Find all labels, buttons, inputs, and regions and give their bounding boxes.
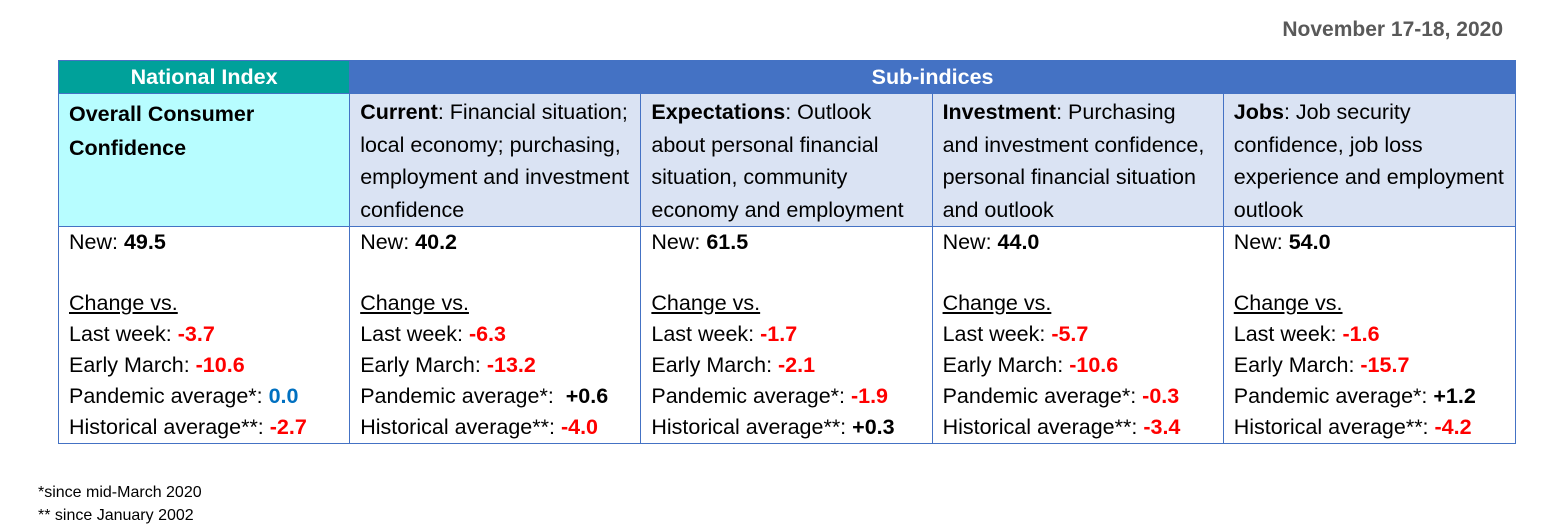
expectations-description: Expectations: Outlook about personal fin…: [640, 93, 933, 227]
description-row: Overall Consumer Confidence Current: Fin…: [57, 93, 1517, 227]
new-label: New:: [360, 230, 416, 254]
early-march-value: -13.2: [486, 353, 536, 377]
early-march-label: Early March:: [360, 353, 487, 377]
last-week-value: -6.3: [468, 322, 506, 346]
current-values: New: 40.2 Change vs. Last week: -6.3 Ear…: [349, 226, 642, 444]
column-title: Overall Consumer Confidence: [69, 102, 255, 160]
last-week-value: -1.7: [760, 322, 798, 346]
new-value: 49.5: [123, 230, 166, 254]
historical-value: -2.7: [269, 415, 307, 439]
last-week-value: -1.6: [1342, 322, 1380, 346]
column-desc: : Purchasing and investment confidence, …: [942, 100, 1205, 222]
new-value: 44.0: [997, 230, 1040, 254]
early-march-value: -2.1: [778, 353, 816, 377]
column-desc: : Job security confidence, job loss expe…: [1233, 100, 1504, 222]
pandemic-label: Pandemic average*:: [1233, 384, 1434, 408]
pandemic-label: Pandemic average*:: [69, 384, 269, 408]
column-desc: : Financial situation; local economy; pu…: [360, 100, 630, 222]
change-label: Change vs.: [1233, 291, 1343, 315]
last-week-label: Last week:: [360, 322, 469, 346]
change-label: Change vs.: [69, 291, 178, 315]
historical-value: +0.3: [852, 415, 895, 439]
last-week-label: Last week:: [942, 322, 1052, 346]
early-march-label: Early March:: [69, 353, 196, 377]
new-value: 61.5: [706, 230, 749, 254]
early-march-label: Early March:: [942, 353, 1070, 377]
historical-label: Historical average**:: [1233, 415, 1435, 439]
pandemic-value: -0.3: [1142, 384, 1180, 408]
historical-value: -4.0: [560, 415, 599, 439]
pandemic-label: Pandemic average*:: [942, 384, 1143, 408]
change-label: Change vs.: [360, 291, 469, 315]
pandemic-value: +1.2: [1433, 384, 1476, 408]
column-title: Investment: [942, 100, 1057, 124]
overall-description: Overall Consumer Confidence: [57, 93, 351, 227]
change-label: Change vs.: [942, 291, 1052, 315]
footnote-pandemic: *since mid-March 2020: [38, 484, 202, 501]
early-march-label: Early March:: [1233, 353, 1361, 377]
column-title: Expectations: [651, 100, 786, 124]
new-label: New:: [942, 230, 998, 254]
header-row: National Index Sub-indices: [57, 60, 1516, 94]
pandemic-value: 0.0: [268, 384, 299, 408]
pandemic-label: Pandemic average*:: [651, 384, 851, 408]
column-desc: : Outlook about personal financial situa…: [651, 100, 904, 222]
new-label: New:: [69, 230, 124, 254]
historical-label: Historical average**:: [651, 415, 853, 439]
investment-description: Investment: Purchasing and investment co…: [931, 93, 1224, 227]
historical-label: Historical average**:: [942, 415, 1144, 439]
national-index-header: National Index: [57, 60, 351, 94]
overall-values: New: 49.5 Change vs. Last week: -3.7 Ear…: [57, 226, 351, 444]
early-march-value: -10.6: [195, 353, 245, 377]
new-label: New:: [651, 230, 707, 254]
pandemic-value: +0.6: [565, 384, 609, 408]
jobs-description: Jobs: Job security confidence, job loss …: [1222, 93, 1517, 227]
change-label: Change vs.: [651, 291, 761, 315]
confidence-table: National Index Sub-indices Overall Consu…: [57, 60, 1517, 444]
new-label: New:: [1233, 230, 1289, 254]
last-week-value: -5.7: [1051, 322, 1089, 346]
pandemic-label: Pandemic average*:: [360, 384, 566, 408]
last-week-label: Last week:: [651, 322, 761, 346]
historical-value: -3.4: [1143, 415, 1181, 439]
sub-indices-header: Sub-indices: [349, 60, 1516, 94]
early-march-value: -15.7: [1360, 353, 1410, 377]
expectations-values: New: 61.5 Change vs. Last week: -1.7 Ear…: [640, 226, 933, 444]
new-value: 54.0: [1288, 230, 1331, 254]
jobs-values: New: 54.0 Change vs. Last week: -1.6 Ear…: [1222, 226, 1517, 444]
values-row: New: 49.5 Change vs. Last week: -3.7 Ear…: [57, 226, 1517, 444]
report-date: November 17-18, 2020: [1282, 18, 1503, 41]
historical-value: -4.2: [1434, 415, 1472, 439]
investment-values: New: 44.0 Change vs. Last week: -5.7 Ear…: [931, 226, 1224, 444]
footnote-historical: ** since January 2002: [38, 507, 194, 524]
last-week-label: Last week:: [69, 322, 178, 346]
historical-label: Historical average**:: [360, 415, 561, 439]
new-value: 40.2: [415, 230, 458, 254]
pandemic-value: -1.9: [850, 384, 889, 408]
historical-label: Historical average**:: [69, 415, 270, 439]
column-title: Jobs: [1233, 100, 1284, 124]
last-week-value: -3.7: [177, 322, 215, 346]
early-march-value: -10.6: [1069, 353, 1119, 377]
column-title: Current: [360, 100, 438, 124]
current-description: Current: Financial situation; local econ…: [349, 93, 642, 227]
early-march-label: Early March:: [651, 353, 779, 377]
last-week-label: Last week:: [1233, 322, 1343, 346]
